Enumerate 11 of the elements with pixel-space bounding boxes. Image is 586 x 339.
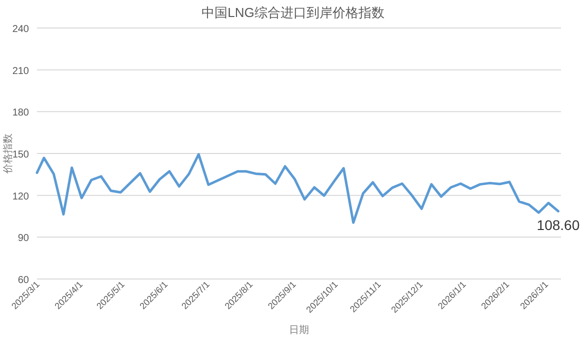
y-tick-label: 60 <box>18 275 30 286</box>
chart-title: 中国LNG综合进口到岸价格指数 <box>202 5 384 20</box>
y-tick-label: 150 <box>12 150 30 160</box>
data-label: 108.60 <box>536 217 580 234</box>
y-axis-title: 价格指数 <box>2 134 14 174</box>
x-axis-title: 日期 <box>289 324 309 336</box>
y-tick-label: 240 <box>12 24 30 35</box>
y-tick-label: 120 <box>12 191 30 202</box>
y-tick-label: 180 <box>12 108 30 119</box>
y-tick-label: 210 <box>12 66 30 77</box>
y-tick-label: 90 <box>18 233 30 244</box>
